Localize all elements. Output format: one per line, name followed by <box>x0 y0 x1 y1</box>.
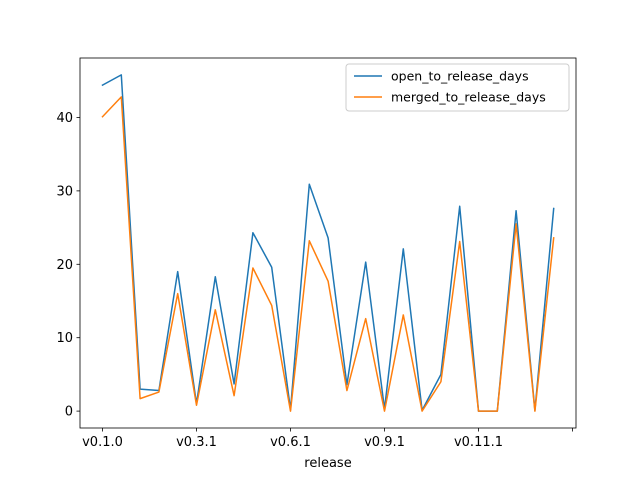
legend-label-1: merged_to_release_days <box>391 90 546 105</box>
legend-box <box>345 63 570 112</box>
x-tick-label: v0.1.0 <box>82 435 123 450</box>
plot-frame <box>79 57 577 429</box>
x-axis-title: release <box>304 456 351 471</box>
y-tick-label: 0 <box>65 405 73 420</box>
y-tick-label: 20 <box>56 258 73 273</box>
legend: open_to_release_days merged_to_release_da… <box>345 63 570 112</box>
x-axis: v0.1.0 v0.3.1 v0.6.1 v0.9.1 v0.11.1 <box>82 428 573 450</box>
x-tick-label: v0.3.1 <box>176 435 217 450</box>
y-tick-label: 30 <box>56 184 73 199</box>
x-tick-label: v0.11.1 <box>454 435 503 450</box>
series-line-1 <box>101 96 555 412</box>
series-lines <box>101 74 555 412</box>
y-tick-label: 40 <box>56 111 73 126</box>
x-tick-label: v0.9.1 <box>364 435 405 450</box>
legend-label-0: open_to_release_days <box>391 69 529 84</box>
y-axis: 0 10 20 30 40 <box>56 111 80 420</box>
x-tick-label: v0.6.1 <box>270 435 311 450</box>
y-tick-label: 10 <box>56 331 73 346</box>
